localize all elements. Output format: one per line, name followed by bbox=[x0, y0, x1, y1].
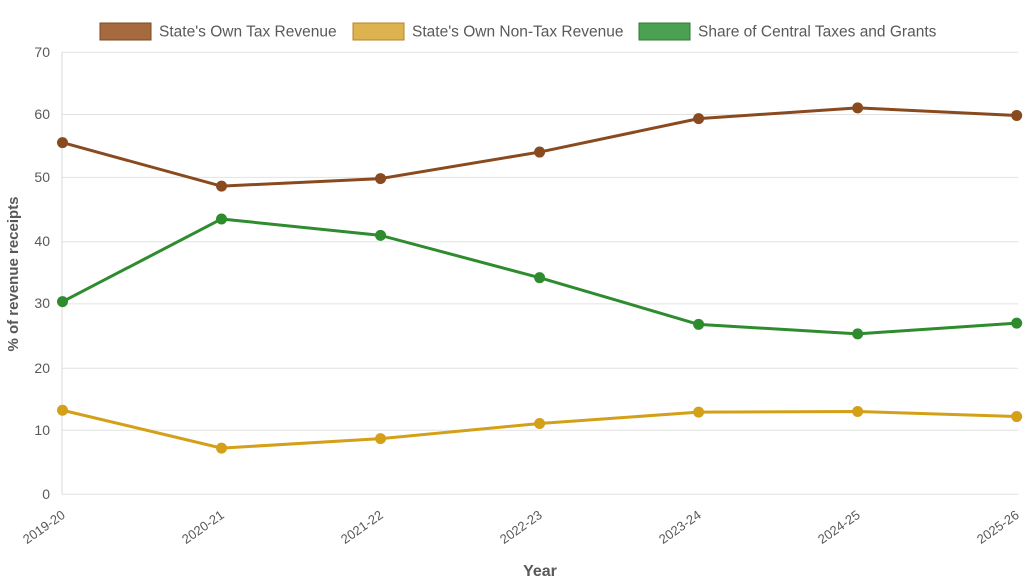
svg-text:70: 70 bbox=[34, 44, 50, 60]
svg-text:Year: Year bbox=[523, 563, 557, 580]
svg-text:2022-23: 2022-23 bbox=[497, 507, 545, 547]
svg-text:Share of Central Taxes and Gra: Share of Central Taxes and Grants bbox=[698, 24, 937, 41]
svg-text:60: 60 bbox=[34, 106, 50, 122]
svg-text:0: 0 bbox=[42, 486, 50, 502]
svg-text:2025-26: 2025-26 bbox=[974, 507, 1022, 547]
svg-text:10: 10 bbox=[34, 422, 50, 438]
svg-text:2020-21: 2020-21 bbox=[179, 507, 227, 547]
svg-text:2019-20: 2019-20 bbox=[20, 507, 68, 547]
svg-text:State's Own Non-Tax Revenue: State's Own Non-Tax Revenue bbox=[412, 24, 623, 41]
svg-text:State's Own Tax Revenue: State's Own Tax Revenue bbox=[159, 24, 337, 41]
svg-text:% of revenue receipts: % of revenue receipts bbox=[5, 196, 22, 351]
svg-text:2023-24: 2023-24 bbox=[656, 507, 704, 547]
svg-text:50: 50 bbox=[34, 169, 50, 185]
svg-text:2024-25: 2024-25 bbox=[815, 507, 863, 547]
svg-text:40: 40 bbox=[34, 233, 50, 249]
svg-text:2021-22: 2021-22 bbox=[338, 507, 386, 547]
svg-text:20: 20 bbox=[34, 360, 50, 376]
svg-text:30: 30 bbox=[34, 295, 50, 311]
